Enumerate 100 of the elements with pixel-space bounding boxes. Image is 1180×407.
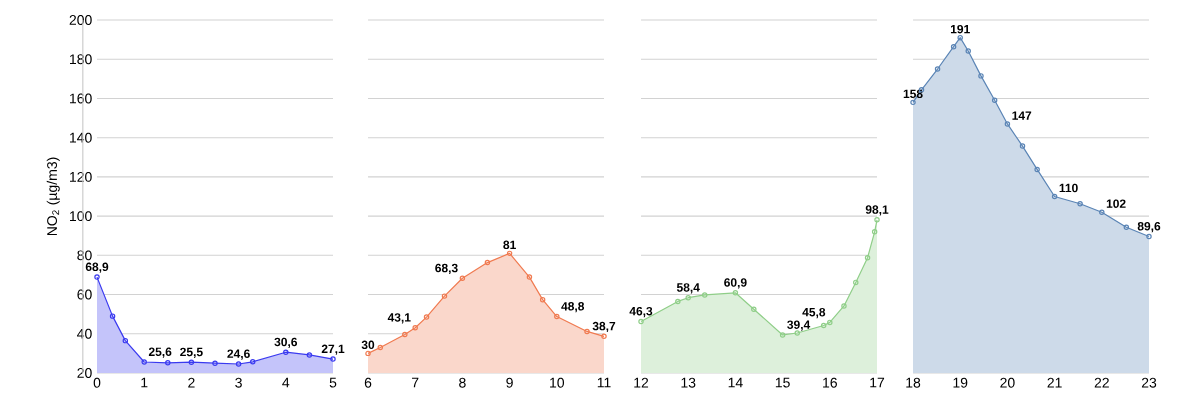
point [820, 322, 827, 329]
data-label: 68,9 [85, 262, 109, 273]
data-label: 89,6 [1137, 222, 1161, 233]
point [377, 344, 384, 351]
point [412, 324, 418, 331]
point [235, 361, 242, 367]
point [306, 352, 313, 358]
x-tick-label: 13 [681, 377, 696, 388]
y-tick-label: 80 [77, 250, 92, 261]
x-tick-label: 23 [1141, 377, 1157, 388]
point [871, 229, 878, 235]
point [732, 290, 739, 296]
point [506, 250, 513, 257]
point [402, 331, 408, 338]
point [934, 66, 941, 72]
point [1077, 201, 1083, 207]
point [554, 313, 560, 320]
point [122, 337, 129, 344]
y-tick-label: 20 [77, 368, 92, 378]
y-tick-label: 180 [70, 54, 92, 65]
data-label: 24,6 [227, 349, 250, 360]
data-label: 48,8 [561, 302, 585, 313]
y-tick-label: 60 [77, 289, 92, 300]
point [702, 292, 708, 298]
point [283, 349, 289, 355]
data-label: 25,5 [180, 347, 203, 358]
point [539, 296, 546, 303]
point [991, 97, 998, 103]
y-tick-label: 200 [69, 15, 92, 25]
point [685, 294, 691, 301]
data-label: 110 [1059, 183, 1078, 193]
point [212, 360, 218, 366]
point [827, 319, 833, 326]
point [109, 313, 116, 319]
x-tick-label: 0 [93, 377, 101, 388]
point [141, 359, 147, 365]
data-label: 46,3 [629, 306, 653, 318]
data-label: 158 [903, 89, 923, 99]
x-tick-label: 1 [141, 377, 148, 388]
point [484, 259, 491, 266]
point [978, 73, 984, 79]
data-label: 81 [503, 240, 516, 250]
point [864, 254, 871, 261]
point [165, 360, 171, 366]
x-tick-label: 4 [282, 377, 290, 388]
point [459, 275, 466, 282]
x-tick-label: 7 [412, 377, 419, 388]
data-label: 68,3 [435, 263, 458, 275]
data-label: 38,7 [592, 321, 616, 333]
x-tick-label: 22 [1094, 377, 1109, 388]
data-label: 45,8 [802, 307, 826, 319]
point [584, 328, 590, 335]
point [526, 274, 533, 280]
point [751, 306, 757, 312]
point [675, 298, 681, 305]
point [1051, 193, 1058, 200]
x-tick-label: 8 [459, 377, 466, 388]
point [250, 359, 256, 365]
y-tick-label: 100 [70, 211, 92, 222]
y-tick-label: 120 [70, 171, 92, 182]
y-tick-label: 160 [70, 93, 92, 104]
data-label: 43,1 [387, 313, 411, 324]
data-label: 27,1 [321, 344, 345, 355]
x-tick-label: 18 [906, 377, 921, 388]
x-tick-label: 15 [775, 377, 790, 388]
y-tick-label: 140 [70, 132, 92, 143]
point [841, 303, 847, 309]
x-tick-label: 6 [364, 377, 372, 388]
data-label: 191 [950, 24, 970, 34]
point [779, 332, 786, 338]
data-label: 98,1 [865, 205, 889, 216]
x-tick-label: 16 [823, 377, 837, 388]
point [965, 48, 971, 54]
x-tick-label: 17 [870, 377, 885, 388]
x-tick-label: 19 [953, 377, 968, 388]
x-tick-label: 5 [329, 377, 337, 388]
data-label: 147 [1012, 111, 1032, 120]
point [188, 359, 195, 365]
x-tick-label: 11 [597, 377, 611, 388]
x-tick-label: 20 [1000, 377, 1015, 388]
y-axis-title: NO$_{2}$ (µg/m3) [46, 157, 60, 236]
point [1004, 121, 1011, 127]
y-tick-label: 40 [77, 328, 92, 339]
x-tick-label: 14 [728, 377, 743, 388]
data-label: 60,9 [724, 278, 747, 289]
point [957, 34, 963, 41]
point [441, 293, 448, 299]
point [1034, 166, 1040, 173]
x-tick-label: 21 [1047, 377, 1062, 388]
x-tick-label: 10 [550, 377, 565, 388]
point [853, 279, 859, 286]
point [1099, 209, 1105, 215]
point [950, 43, 957, 50]
point [423, 314, 430, 320]
data-label: 30 [361, 340, 375, 350]
x-tick-label: 2 [188, 377, 195, 388]
x-tick-label: 12 [634, 377, 649, 388]
data-label: 25,6 [148, 347, 172, 358]
point [1123, 224, 1130, 231]
x-tick-label: 3 [235, 377, 242, 388]
